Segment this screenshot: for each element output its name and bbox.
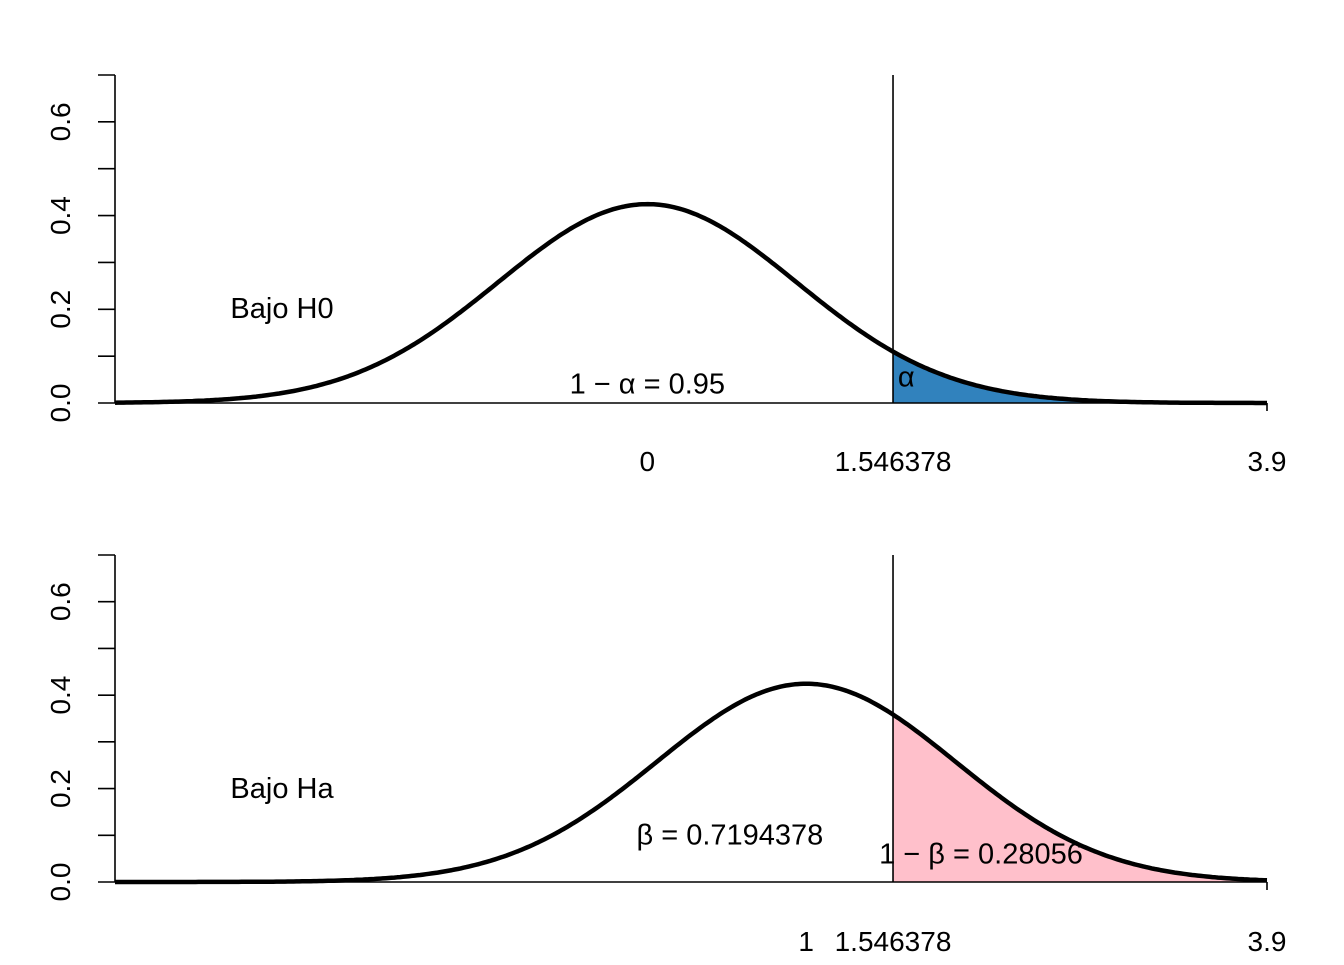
y-tick-label: 0.2 — [45, 290, 76, 329]
annotation-label: α — [898, 362, 915, 394]
panel-2: 0.0 0.2 0.4 0.6 1 1.546378 3.9 Bajo Ha β = 0.719… — [45, 554, 1287, 957]
y-tick-label: 0.6 — [45, 102, 76, 141]
x-tick-label: 1.546378 — [835, 446, 952, 477]
x-tick-label: 1.546378 — [835, 926, 952, 957]
annotation-label: 1 − β = 0.28056 — [879, 838, 1083, 870]
y-tick-label: 0.2 — [45, 769, 76, 808]
x-tick-label: 3.9 — [1248, 446, 1287, 477]
shaded-region — [893, 714, 1267, 882]
panel-label: Bajo H0 — [230, 293, 333, 325]
y-tick-label: 0.4 — [45, 676, 76, 715]
panel-1: 0.0 0.2 0.4 0.6 0 1.546378 3.9 Bajo H0 1 − α = 0… — [45, 74, 1287, 477]
annotation-label: β = 0.7194378 — [637, 820, 824, 852]
y-tick-label: 0.6 — [45, 582, 76, 621]
panel-label: Bajo Ha — [230, 773, 334, 805]
y-tick-label: 0.0 — [45, 863, 76, 902]
x-tick-label: 1 — [798, 926, 814, 957]
y-tick-label: 0.0 — [45, 384, 76, 423]
x-tick-label: 0 — [640, 446, 656, 477]
x-tick-label: 3.9 — [1248, 926, 1287, 957]
density-curve — [114, 201, 1267, 406]
annotation-label: 1 − α = 0.95 — [570, 369, 725, 401]
y-tick-label: 0.4 — [45, 196, 76, 235]
